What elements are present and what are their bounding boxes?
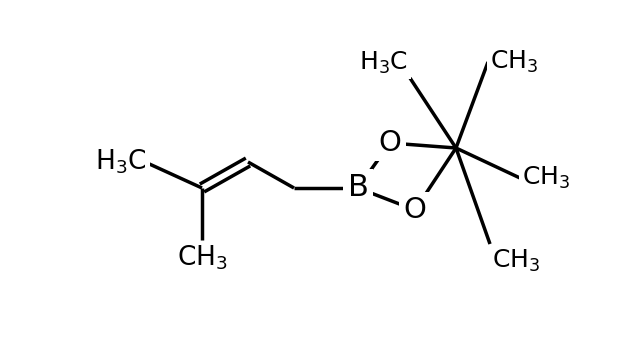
Text: B: B xyxy=(348,173,369,203)
Text: $\mathsf{CH_3}$: $\mathsf{CH_3}$ xyxy=(490,49,538,75)
Text: O: O xyxy=(379,129,401,157)
Text: O: O xyxy=(404,196,426,224)
Text: $\mathsf{CH_3}$: $\mathsf{CH_3}$ xyxy=(492,248,540,274)
Text: $\mathsf{H_3C}$: $\mathsf{H_3C}$ xyxy=(95,148,147,176)
Text: $\mathsf{H_3C}$: $\mathsf{H_3C}$ xyxy=(359,50,408,76)
Text: $\mathsf{CH_3}$: $\mathsf{CH_3}$ xyxy=(177,244,227,272)
Text: $\mathsf{CH_3}$: $\mathsf{CH_3}$ xyxy=(522,165,570,191)
